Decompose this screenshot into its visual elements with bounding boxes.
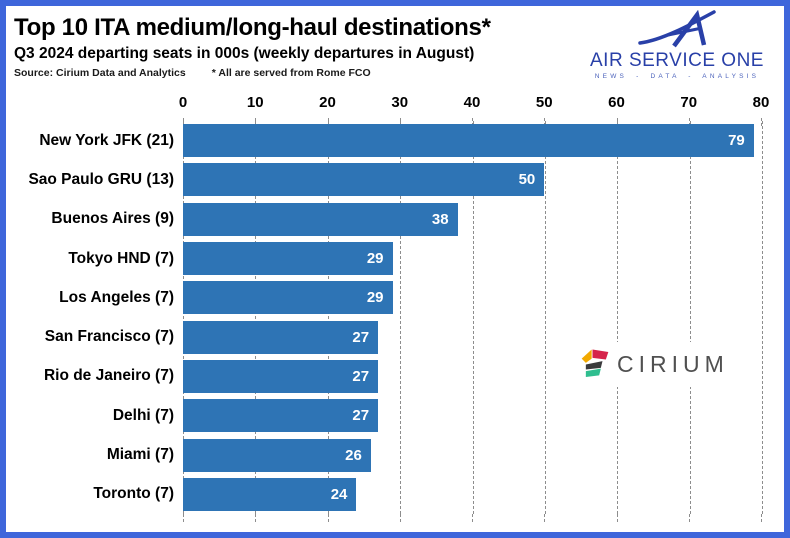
bar-value-label: 27 bbox=[352, 328, 370, 346]
bar-rows: New York JFK (21) 79 Sao Paulo GRU (13) 50 B… bbox=[6, 121, 784, 514]
axis-tick-mark bbox=[688, 514, 690, 522]
bar-value-label: 79 bbox=[728, 132, 745, 150]
swoosh-a-icon bbox=[638, 10, 716, 48]
category-label: New York JFK (21) bbox=[39, 131, 174, 149]
x-axis-tick-label: 50 bbox=[535, 94, 553, 111]
table-row: Rio de Janeiro (7) 27 bbox=[6, 357, 784, 396]
bar: 24 bbox=[183, 477, 357, 511]
source-text: Source: Cirium Data and Analytics bbox=[14, 66, 186, 79]
bar-track: 27 bbox=[183, 320, 761, 354]
brand-name: AIR SERVICE ONE bbox=[590, 50, 764, 71]
chart-subtitle: Q3 2024 departing seats in 000s (weekly … bbox=[14, 44, 475, 62]
bar: 27 bbox=[183, 320, 379, 354]
category-label: Los Angeles (7) bbox=[59, 288, 174, 306]
axis-tick-mark bbox=[255, 514, 257, 522]
bar: 26 bbox=[183, 438, 371, 472]
bar: 27 bbox=[183, 359, 379, 393]
bar: 29 bbox=[183, 281, 393, 315]
gridline bbox=[689, 121, 691, 514]
category-label: Rio de Janeiro (7) bbox=[43, 367, 174, 385]
x-axis-labels: 0 10 20 30 40 50 60 70 80 bbox=[179, 94, 770, 112]
axis-tick-mark bbox=[616, 118, 618, 126]
bar-value-label: 27 bbox=[352, 367, 370, 385]
header: Top 10 ITA medium/long-haul destinations… bbox=[14, 14, 574, 79]
bar-value-label: 29 bbox=[366, 250, 384, 268]
bar-value-label: 29 bbox=[366, 289, 384, 307]
category-label: San Francisco (7) bbox=[44, 328, 174, 346]
brand-tagline: NEWS - DATA - ANALYSIS bbox=[594, 73, 760, 80]
gridline bbox=[544, 121, 546, 514]
table-row: Toronto (7) 24 bbox=[6, 475, 784, 514]
bar: 50 bbox=[183, 163, 545, 197]
gridline bbox=[762, 121, 763, 514]
table-row: New York JFK (21) 79 bbox=[6, 121, 784, 160]
bar: 79 bbox=[183, 124, 754, 158]
table-row: Buenos Aires (9) 38 bbox=[6, 200, 784, 239]
cirium-icon bbox=[581, 349, 609, 377]
axis-tick-mark bbox=[544, 514, 546, 522]
x-axis-tick-label: 80 bbox=[752, 94, 770, 111]
category-label: Miami (7) bbox=[106, 446, 174, 464]
x-axis-tick-label: 20 bbox=[319, 94, 336, 111]
bar: 29 bbox=[183, 242, 393, 276]
bar-track: 29 bbox=[183, 242, 761, 276]
category-label: Sao Paulo GRU (13) bbox=[28, 170, 174, 188]
bar-track: 27 bbox=[183, 359, 761, 393]
gridline bbox=[400, 121, 402, 514]
x-axis-tick-label: 40 bbox=[463, 94, 481, 111]
table-row: Miami (7) 26 bbox=[6, 435, 784, 474]
table-row: Los Angeles (7) 29 bbox=[6, 278, 784, 317]
gridline bbox=[327, 121, 329, 514]
bar-track: 24 bbox=[183, 477, 761, 511]
gridline bbox=[255, 121, 257, 514]
bar-track: 27 bbox=[183, 399, 761, 433]
table-row: Tokyo HND (7) 29 bbox=[6, 239, 784, 278]
table-row: San Francisco (7) 27 bbox=[6, 317, 784, 356]
x-axis-tick-label: 60 bbox=[608, 94, 625, 111]
axis-tick-mark bbox=[183, 514, 184, 522]
bar-track: 29 bbox=[183, 281, 761, 315]
bar-track: 50 bbox=[183, 163, 761, 197]
bar-value-label: 24 bbox=[330, 485, 348, 503]
axis-ticks-bottom bbox=[183, 514, 762, 522]
table-row: Delhi (7) 27 bbox=[6, 396, 784, 435]
bar: 27 bbox=[183, 399, 379, 433]
x-axis-tick-label: 0 bbox=[178, 94, 188, 111]
cirium-logo: CIRIUM bbox=[574, 342, 735, 387]
axis-tick-mark bbox=[327, 514, 329, 522]
bar-value-label: 38 bbox=[431, 210, 449, 228]
gridlines bbox=[183, 121, 763, 514]
axis-tick-mark bbox=[761, 118, 762, 126]
bar-track: 26 bbox=[183, 438, 761, 472]
axis-tick-mark bbox=[472, 514, 473, 522]
gridline bbox=[617, 121, 619, 514]
x-axis-tick-label: 30 bbox=[391, 94, 409, 111]
air-service-one-logo: AIR SERVICE ONE NEWS - DATA - ANALYSIS bbox=[582, 10, 772, 80]
footnote-text: * All are served from Rome FCO bbox=[211, 66, 371, 79]
bar-value-label: 27 bbox=[352, 407, 370, 425]
table-row: Sao Paulo GRU (13) 50 bbox=[6, 160, 784, 199]
category-label: Delhi (7) bbox=[112, 406, 174, 424]
axis-tick-mark bbox=[688, 118, 690, 126]
gridline bbox=[472, 121, 474, 514]
axis-tick-mark bbox=[544, 118, 546, 126]
bar: 38 bbox=[183, 202, 458, 236]
x-axis-tick-label: 10 bbox=[246, 94, 264, 111]
source-row: Source: Cirium Data and Analytics * All … bbox=[14, 67, 574, 79]
category-label: Tokyo HND (7) bbox=[68, 249, 174, 267]
bar-value-label: 50 bbox=[518, 171, 536, 189]
gridline bbox=[183, 121, 184, 514]
cirium-wordmark: CIRIUM bbox=[617, 351, 729, 377]
category-label: Toronto (7) bbox=[93, 485, 174, 503]
bar-value-label: 26 bbox=[345, 446, 362, 464]
axis-tick-mark bbox=[399, 514, 401, 522]
bar-track: 79 bbox=[183, 124, 761, 158]
category-label: Buenos Aires (9) bbox=[51, 210, 174, 228]
axis-tick-mark bbox=[761, 514, 762, 522]
axis-tick-mark bbox=[616, 514, 618, 522]
x-axis-tick-label: 70 bbox=[680, 94, 698, 111]
page-title: Top 10 ITA medium/long-haul destinations… bbox=[14, 14, 491, 41]
bar-track: 38 bbox=[183, 202, 761, 236]
